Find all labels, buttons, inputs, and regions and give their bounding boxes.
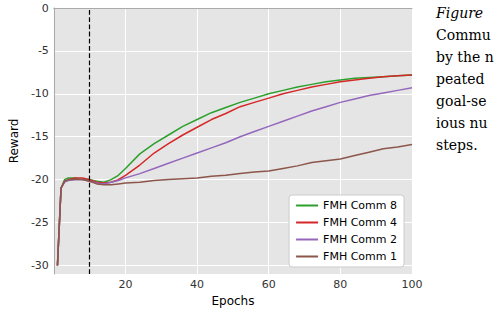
svg-text:0: 0 [42,2,49,15]
svg-text:-30: -30 [31,259,49,272]
svg-text:-5: -5 [38,44,49,57]
svg-text:FMH Comm 4: FMH Comm 4 [323,216,397,229]
svg-text:60: 60 [262,278,276,291]
svg-text:Figure: Figure [435,5,483,21]
svg-text:40: 40 [190,278,204,291]
svg-text:-25: -25 [31,216,49,229]
svg-text:Reward: Reward [7,119,21,164]
svg-text:Commu: Commu [436,27,491,43]
svg-text:100: 100 [402,278,423,291]
svg-text:steps.: steps. [436,137,478,153]
svg-text:-15: -15 [31,130,49,143]
svg-text:-10: -10 [31,87,49,100]
svg-text:FMH Comm 2: FMH Comm 2 [323,233,397,246]
svg-text:80: 80 [333,278,347,291]
svg-text:-20: -20 [31,173,49,186]
svg-text:20: 20 [118,278,132,291]
svg-text:goal-se: goal-se [436,93,486,109]
svg-text:FMH Comm 1: FMH Comm 1 [323,250,397,263]
svg-text:by the n: by the n [436,49,494,65]
svg-text:peated: peated [436,71,485,87]
svg-text:ious nu: ious nu [436,115,488,131]
svg-text:FMH Comm 8: FMH Comm 8 [323,199,397,212]
svg-text:Epochs: Epochs [211,294,254,308]
